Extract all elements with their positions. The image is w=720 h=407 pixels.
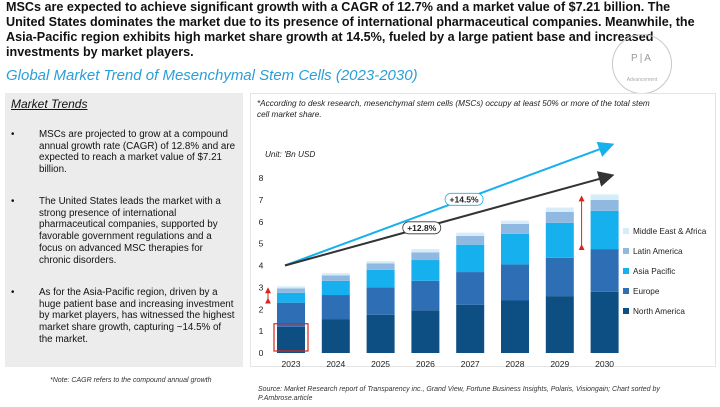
y-tick-label: 5 [259, 239, 264, 249]
bar-segment-middle-east-africa-2030 [590, 194, 619, 200]
growth-arrow-1 [284, 141, 615, 267]
bar-segment-europe-2029 [545, 257, 574, 297]
bar-segment-asia-pacific-2028 [501, 233, 529, 265]
x-tick-label: 2028 [506, 359, 525, 368]
bar-segment-latin-america-2026 [411, 252, 440, 261]
msc-share-note: *According to desk research, mesenchymal… [257, 99, 650, 119]
bar-segment-latin-america-2027 [456, 235, 485, 245]
headline: MSCs are expected to achieve significant… [6, 0, 695, 59]
legend-swatch [623, 268, 629, 274]
legend-label: Latin America [633, 247, 683, 256]
trend-bullet-text: As for the Asia-Pacific region, driven b… [39, 287, 235, 345]
y-tick-label: 4 [259, 261, 264, 271]
bar-segment-middle-east-africa-2026 [411, 249, 440, 253]
growth-label: +14.5% [450, 194, 480, 204]
legend-label: Europe [633, 287, 660, 296]
chart-subtitle: Global Market Trend of Mesenchymal Stem … [6, 67, 418, 84]
bar-segment-latin-america-2030 [590, 199, 619, 211]
market-trends-panel: Market Trends • MSCs are projected to gr… [5, 93, 243, 367]
x-tick-label: 2026 [416, 359, 435, 368]
y-tick-label: 6 [259, 217, 264, 227]
y-tick-label: 1 [259, 326, 264, 336]
bar-segment-asia-pacific-2024 [321, 280, 350, 296]
y-tick-label: 7 [259, 195, 264, 205]
bar-segment-europe-2028 [501, 264, 529, 301]
highlight-box [273, 323, 309, 352]
market-trends-heading: Market Trends [11, 97, 88, 111]
y-tick-label: 0 [259, 348, 264, 358]
growth-arrow-2 [284, 171, 615, 267]
x-tick-label: 2030 [595, 359, 614, 368]
bar-segment-latin-america-2024 [321, 275, 350, 281]
legend-swatch [623, 288, 629, 294]
logo-text: P|A [631, 53, 653, 64]
bar-segment-latin-america-2028 [501, 223, 529, 234]
bar-segment-europe-2030 [590, 249, 619, 292]
y-tick-label: 3 [259, 282, 264, 292]
bar-segment-middle-east-africa-2028 [501, 220, 529, 224]
bar-segment-north-america-2025 [366, 314, 395, 353]
legend-label: Asia Pacific [633, 267, 675, 276]
bar-segment-north-america-2029 [545, 296, 574, 353]
brand-logo: P|A Advancement [612, 34, 672, 94]
bar-segment-latin-america-2023 [277, 288, 305, 293]
bar-segment-europe-2026 [411, 280, 440, 311]
bar-segment-north-america-2026 [411, 310, 440, 353]
growth-label-box [402, 221, 442, 235]
bar-segment-middle-east-africa-2027 [456, 232, 485, 236]
bar-segment-north-america-2028 [501, 300, 529, 353]
trend-bullet-text: MSCs are projected to grow at a compound… [39, 129, 236, 176]
bar-segment-europe-2027 [456, 272, 485, 305]
bar-segment-middle-east-africa-2024 [321, 273, 350, 276]
y-tick-label: 8 [259, 173, 264, 183]
growth-label-box [444, 192, 484, 206]
bar-segment-asia-pacific-2025 [366, 269, 395, 288]
x-tick-label: 2024 [326, 359, 345, 368]
bar-segment-north-america-2024 [321, 319, 350, 353]
bar-segment-middle-east-africa-2025 [366, 261, 395, 264]
source-note: Source: Market Research report of Transp… [258, 386, 660, 402]
legend-swatch [623, 248, 629, 254]
bar-segment-middle-east-africa-2023 [277, 286, 305, 289]
legend-swatch [623, 228, 629, 234]
bar-segment-latin-america-2025 [366, 263, 395, 270]
logo-subtext: Advancement [626, 77, 658, 83]
x-tick-label: 2025 [371, 359, 390, 368]
bar-segment-asia-pacific-2029 [545, 222, 574, 258]
bar-segment-europe-2024 [321, 295, 350, 320]
cagr-footnote: *Note: CAGR refers to the compound annua… [50, 377, 212, 384]
chart-panel: *According to desk research, mesenchymal… [250, 93, 716, 368]
x-tick-label: 2027 [461, 359, 480, 368]
bar-segment-europe-2023 [277, 302, 305, 327]
bar-segment-latin-america-2029 [545, 211, 574, 223]
bar-segment-europe-2025 [366, 287, 395, 315]
legend-label: Middle East & Africa [633, 227, 707, 236]
bullet-marker: • [11, 287, 15, 298]
growth-label: +12.8% [407, 223, 437, 233]
legend-label: North America [633, 307, 685, 316]
bar-segment-asia-pacific-2026 [411, 260, 440, 281]
bullet-marker: • [11, 196, 15, 207]
bullet-marker: • [11, 129, 15, 140]
x-tick-label: 2029 [550, 359, 569, 368]
y-tick-label: 2 [259, 304, 264, 314]
x-tick-label: 2023 [282, 359, 301, 368]
bar-segment-asia-pacific-2023 [277, 292, 305, 303]
bar-segment-asia-pacific-2030 [590, 210, 619, 250]
unit-label: Unit: 'Bn USD [265, 150, 316, 159]
bar-segment-north-america-2030 [590, 291, 619, 353]
trend-bullet-text: The United States leads the market with … [39, 196, 221, 266]
legend-swatch [623, 308, 629, 314]
bar-segment-north-america-2027 [456, 304, 485, 353]
bar-segment-north-america-2023 [277, 326, 305, 353]
stacked-bar-chart: 0 1 2 3 4 5 6 7 8 2023 2024 2025 2026 2027 2028 2029 203… [259, 141, 707, 368]
bar-segment-middle-east-africa-2029 [545, 207, 574, 212]
bar-segment-asia-pacific-2027 [456, 244, 485, 273]
